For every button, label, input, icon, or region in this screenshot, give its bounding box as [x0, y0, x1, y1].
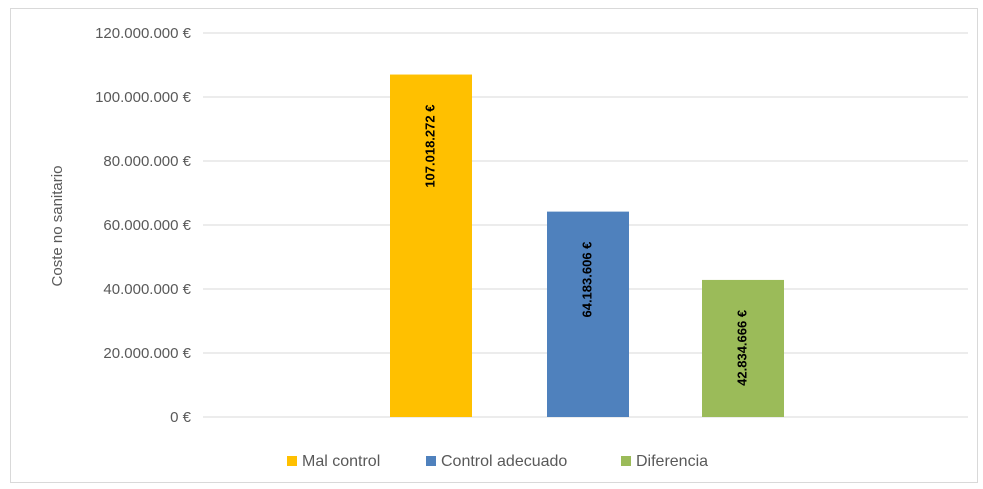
- legend-swatch: [287, 456, 297, 466]
- data-label: 64.183.606 €: [579, 242, 594, 318]
- legend-label[interactable]: Control adecuado: [441, 453, 567, 470]
- y-tick-label: 100.000.000 €: [95, 89, 192, 106]
- legend-swatch: [621, 456, 631, 466]
- bar-diferencia[interactable]: [702, 279, 784, 417]
- y-tick-label: 0 €: [170, 409, 192, 426]
- bar-control-adecuado[interactable]: [547, 211, 629, 417]
- data-label: 42.834.666 €: [734, 310, 749, 386]
- y-tick-label: 80.000.000 €: [103, 153, 191, 170]
- y-axis-ticks: 0 € 20.000.000 € 40.000.000 € 60.000.000 € 8…: [95, 25, 192, 426]
- legend[interactable]: Mal control Control adecuado Diferencia: [287, 453, 708, 470]
- y-axis-title: Coste no sanitario: [49, 166, 66, 287]
- chart-frame: [10, 8, 978, 483]
- bar-mal-control[interactable]: [390, 74, 472, 417]
- data-labels: 107.018.272 € 64.183.606 € 42.834.666 €: [422, 105, 749, 386]
- y-tick-label: 60.000.000 €: [103, 217, 191, 234]
- bars: [390, 74, 784, 417]
- y-tick-label: 120.000.000 €: [95, 25, 192, 42]
- data-label: 107.018.272 €: [422, 105, 437, 188]
- legend-label[interactable]: Mal control: [302, 453, 380, 470]
- y-tick-label: 40.000.000 €: [103, 281, 191, 298]
- y-tick-label: 20.000.000 €: [103, 345, 191, 362]
- legend-swatch: [426, 456, 436, 466]
- legend-label[interactable]: Diferencia: [636, 453, 708, 470]
- gridlines: [203, 32, 968, 418]
